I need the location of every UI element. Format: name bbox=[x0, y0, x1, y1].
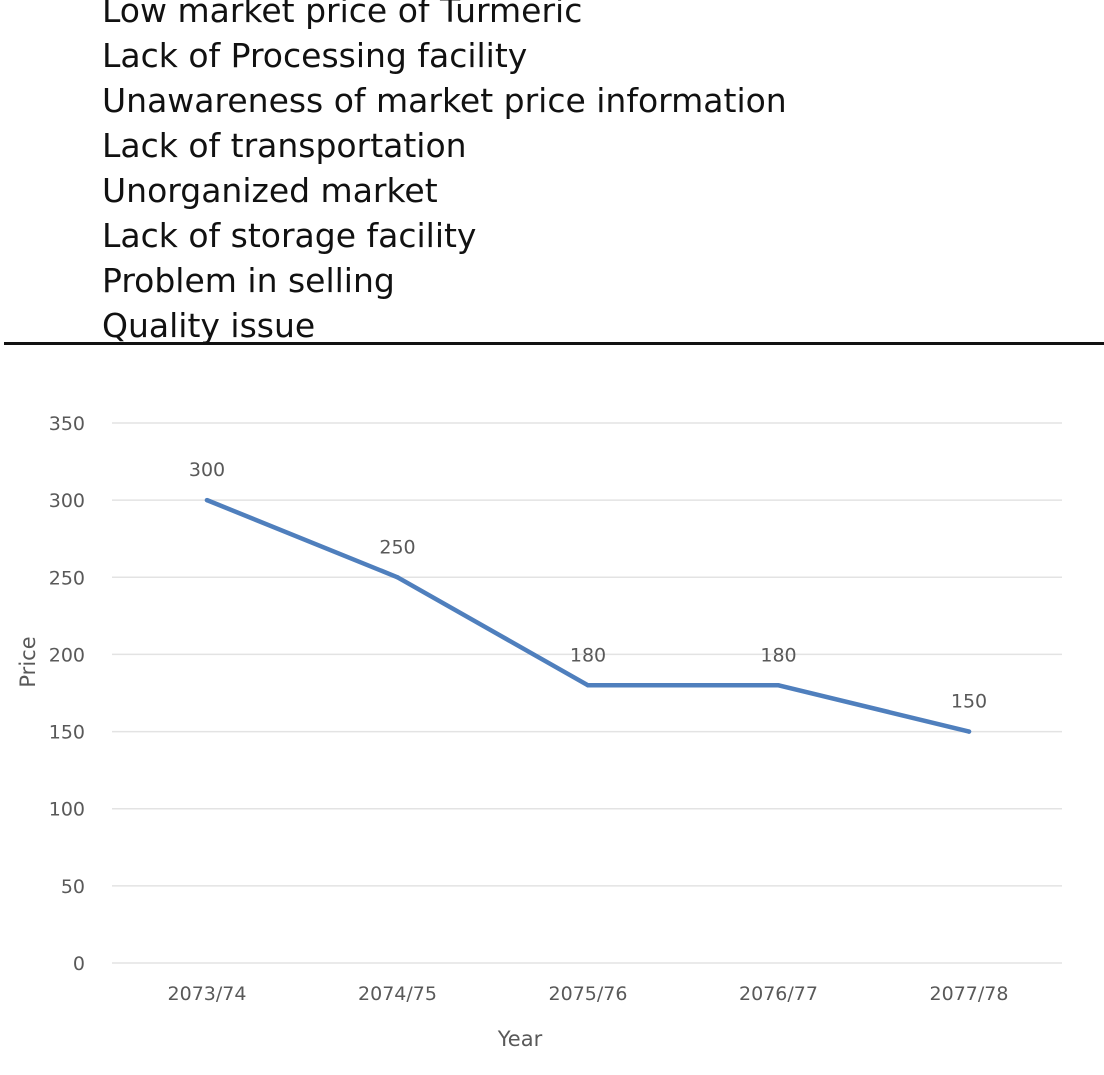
data-point bbox=[204, 497, 210, 503]
y-tick-label: 350 bbox=[49, 413, 85, 435]
data-label: 180 bbox=[570, 644, 606, 666]
y-axis-title: Price bbox=[16, 636, 40, 687]
data-point bbox=[966, 729, 972, 734]
data-point bbox=[585, 683, 591, 688]
y-tick-label: 300 bbox=[49, 490, 85, 512]
gridlines bbox=[112, 422, 1062, 964]
table-bottom-rule bbox=[4, 342, 1104, 345]
x-tick-label: 2077/78 bbox=[930, 983, 1009, 1005]
problem-item: Unorganized market bbox=[102, 171, 438, 210]
price-line-chart: 0 50 100 150 200 250 300 350 2073/74 2074/75 2075… bbox=[16, 413, 1062, 1051]
y-tick-label: 50 bbox=[61, 876, 85, 898]
data-label: 150 bbox=[951, 691, 987, 713]
problem-item: Lack of Processing facility bbox=[102, 36, 528, 75]
problem-item: Lack of storage facility bbox=[102, 216, 477, 255]
problem-item: Problem in selling bbox=[102, 261, 395, 300]
data-label: 300 bbox=[189, 459, 225, 481]
data-label: 250 bbox=[379, 536, 415, 558]
data-labels: 300 250 180 180 150 bbox=[189, 459, 987, 712]
x-tick-labels: 2073/74 2074/75 2075/76 2076/77 2077/78 bbox=[168, 983, 1009, 1005]
price-chart: 0 50 100 150 200 250 300 350 2073/74 2074/75 2075… bbox=[0, 360, 1104, 1070]
x-tick-label: 2075/76 bbox=[549, 983, 628, 1005]
y-tick-label: 150 bbox=[49, 722, 85, 744]
x-tick-label: 2074/75 bbox=[358, 983, 437, 1005]
y-tick-labels: 0 50 100 150 200 250 300 350 bbox=[49, 413, 85, 975]
problem-item: Low market price of Turmeric bbox=[102, 0, 583, 30]
data-label: 180 bbox=[760, 644, 796, 666]
x-tick-label: 2073/74 bbox=[168, 983, 247, 1005]
series-line bbox=[204, 497, 972, 734]
data-point bbox=[395, 575, 400, 580]
problem-list: Low market price of Turmeric Lack of Pro… bbox=[102, 0, 787, 348]
y-tick-label: 250 bbox=[49, 567, 85, 589]
problem-item: Quality issue bbox=[102, 306, 316, 345]
y-tick-label: 100 bbox=[49, 799, 85, 821]
series-layer bbox=[204, 497, 972, 734]
x-tick-label: 2076/77 bbox=[739, 983, 818, 1005]
problem-item: Lack of transportation bbox=[102, 126, 467, 165]
y-tick-label: 0 bbox=[73, 953, 85, 975]
data-point bbox=[776, 683, 781, 688]
y-tick-label: 200 bbox=[49, 644, 85, 666]
x-axis-title: Year bbox=[497, 1027, 543, 1051]
problem-item: Unawareness of market price information bbox=[102, 81, 787, 120]
